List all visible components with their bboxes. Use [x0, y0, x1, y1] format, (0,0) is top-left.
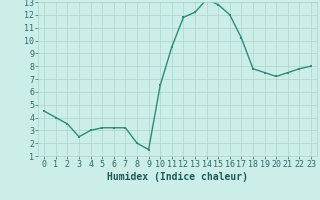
X-axis label: Humidex (Indice chaleur): Humidex (Indice chaleur) [107, 172, 248, 182]
